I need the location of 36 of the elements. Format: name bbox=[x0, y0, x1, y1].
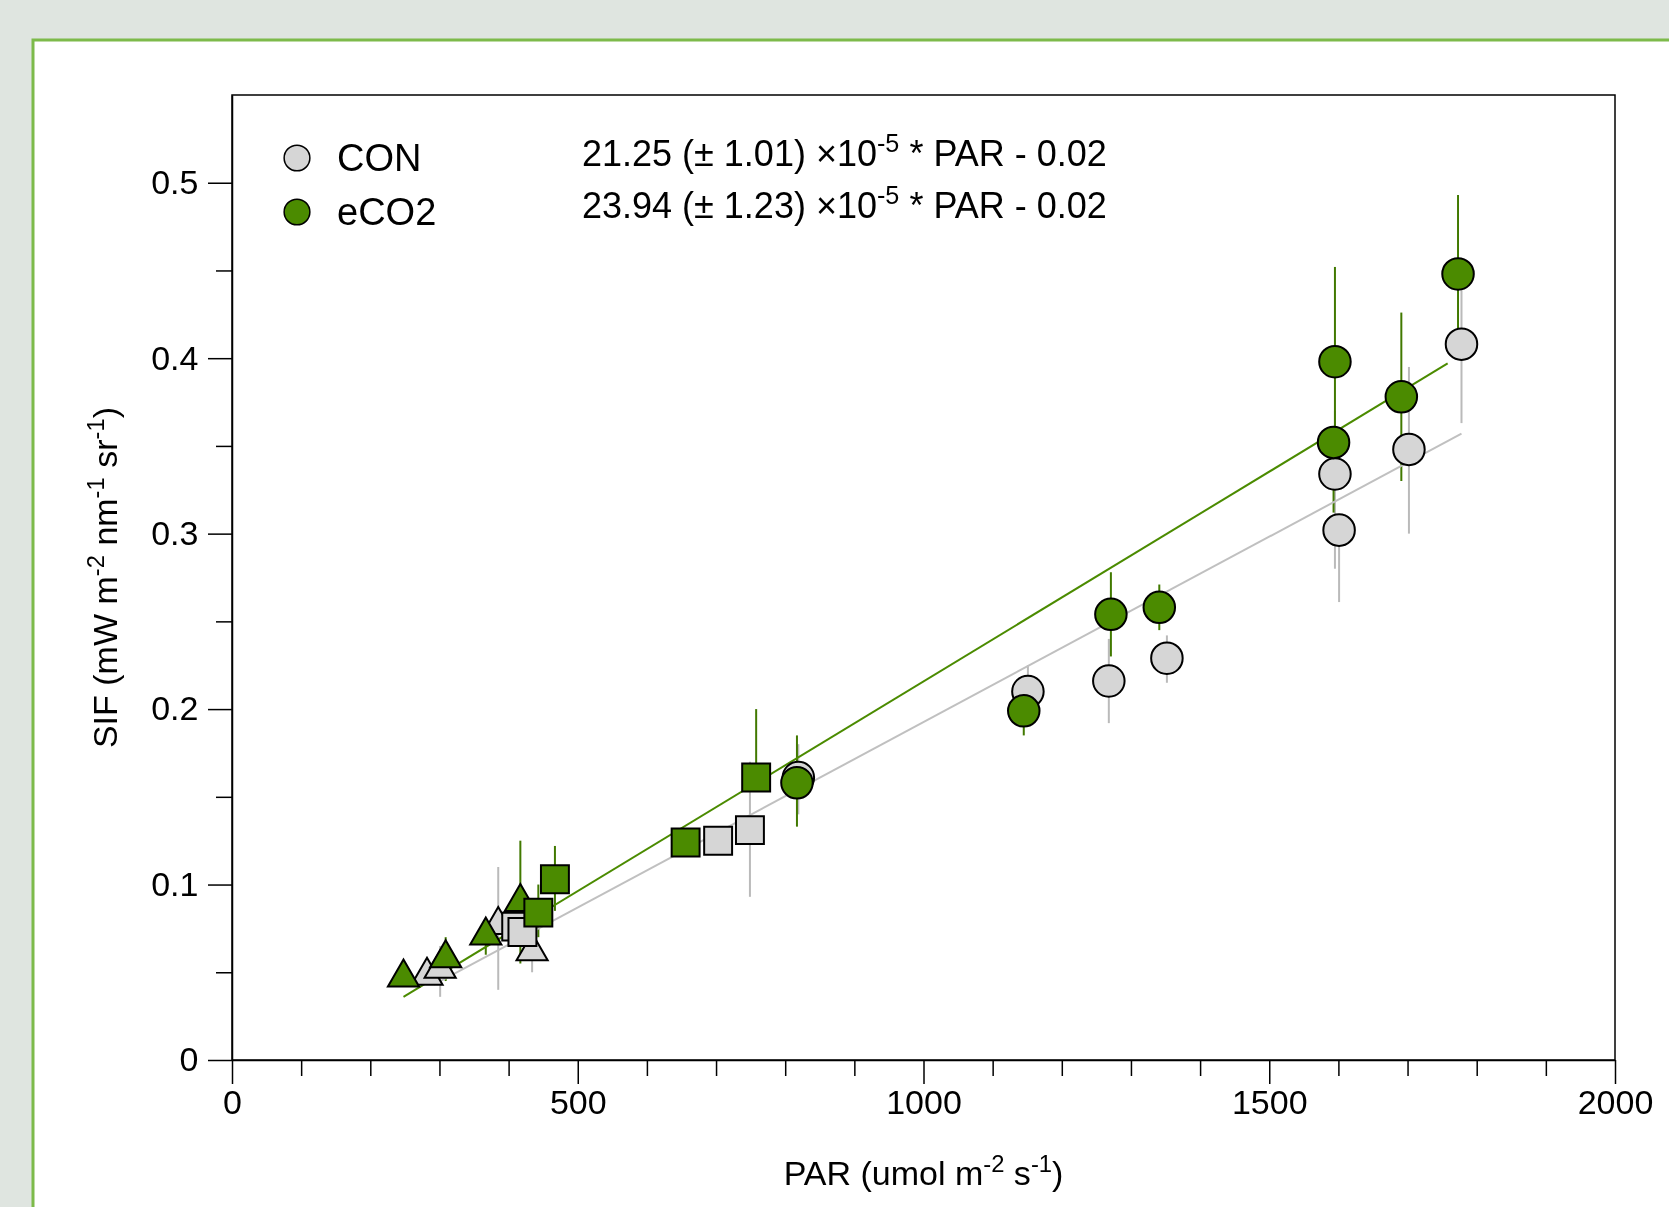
point bbox=[1318, 344, 1352, 379]
annotation: 21.25 (± 1.01) ×10$^{-5}$ * PAR - 0.02 bbox=[582, 129, 1107, 174]
y-tick-label: 0.1 bbox=[151, 864, 199, 903]
point bbox=[1318, 457, 1352, 491]
x-axis-title: PAR (umol m$^{-2}$ s$^{-1}$) bbox=[783, 1149, 1064, 1192]
point bbox=[1092, 664, 1126, 698]
point bbox=[1441, 257, 1475, 291]
point bbox=[1322, 513, 1356, 547]
point bbox=[1392, 432, 1426, 467]
point bbox=[1444, 327, 1479, 361]
annotation: 23.94 (± 1.23) ×10$^{-5}$ * PAR - 0.02 bbox=[582, 181, 1107, 226]
y-tick-label: 0.3 bbox=[151, 514, 199, 553]
point bbox=[741, 762, 772, 793]
legend-label: CON bbox=[337, 137, 422, 179]
point bbox=[1384, 380, 1419, 414]
x-tick-label: 500 bbox=[549, 1083, 607, 1121]
point bbox=[1150, 641, 1184, 675]
point bbox=[734, 815, 765, 846]
y-tick-label: 0.2 bbox=[151, 689, 199, 728]
y-tick-label: 0 bbox=[179, 1040, 199, 1079]
point bbox=[1007, 694, 1041, 728]
point bbox=[523, 897, 554, 928]
point bbox=[1316, 425, 1351, 460]
point bbox=[539, 864, 570, 895]
point bbox=[703, 825, 734, 856]
x-tick-label: 2000 bbox=[1577, 1083, 1654, 1121]
y-tick-label: 0.5 bbox=[151, 163, 199, 202]
y-tick-label: 0.4 bbox=[151, 338, 199, 377]
x-tick-label: 0 bbox=[223, 1083, 242, 1121]
point bbox=[1142, 590, 1177, 625]
point bbox=[780, 766, 814, 800]
x-tick-label: 1000 bbox=[886, 1083, 962, 1121]
point bbox=[670, 827, 701, 858]
x-tick-label: 1500 bbox=[1231, 1083, 1308, 1121]
legend-label: eCO2 bbox=[337, 191, 437, 233]
point bbox=[1094, 597, 1128, 632]
